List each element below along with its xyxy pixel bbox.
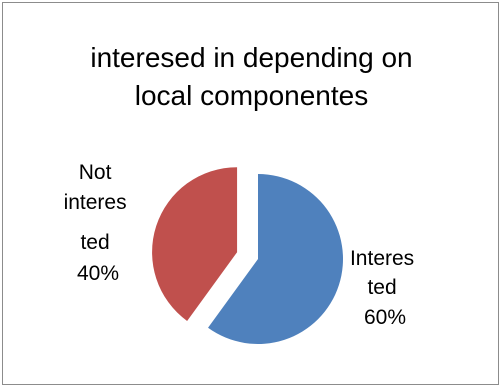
- label-not-interested: Not interes ted 40%: [64, 161, 133, 285]
- label-interested: Interes ted 60%: [350, 247, 420, 329]
- label-interested-line-1: Interes: [350, 247, 414, 270]
- chart-frame: interesed in depending on local componen…: [2, 2, 499, 385]
- label-not-interested-line-1: Not: [79, 161, 112, 184]
- chart-title-line-2: local componentes: [134, 80, 369, 111]
- chart-title-line-1: interesed in depending on: [90, 42, 413, 73]
- label-interested-line-2: ted: [367, 276, 396, 299]
- label-not-interested-line-3: ted: [80, 231, 109, 254]
- chart-title: interesed in depending on local componen…: [3, 39, 500, 115]
- label-interested-line-3: 60%: [364, 306, 406, 329]
- label-not-interested-line-4: 40%: [77, 262, 119, 285]
- pie-plot: Interes ted 60% Not interes ted 40%: [64, 161, 420, 344]
- slice-not-interested: [152, 167, 238, 321]
- label-not-interested-line-2: interes: [64, 191, 127, 214]
- slice-interested: [208, 174, 343, 344]
